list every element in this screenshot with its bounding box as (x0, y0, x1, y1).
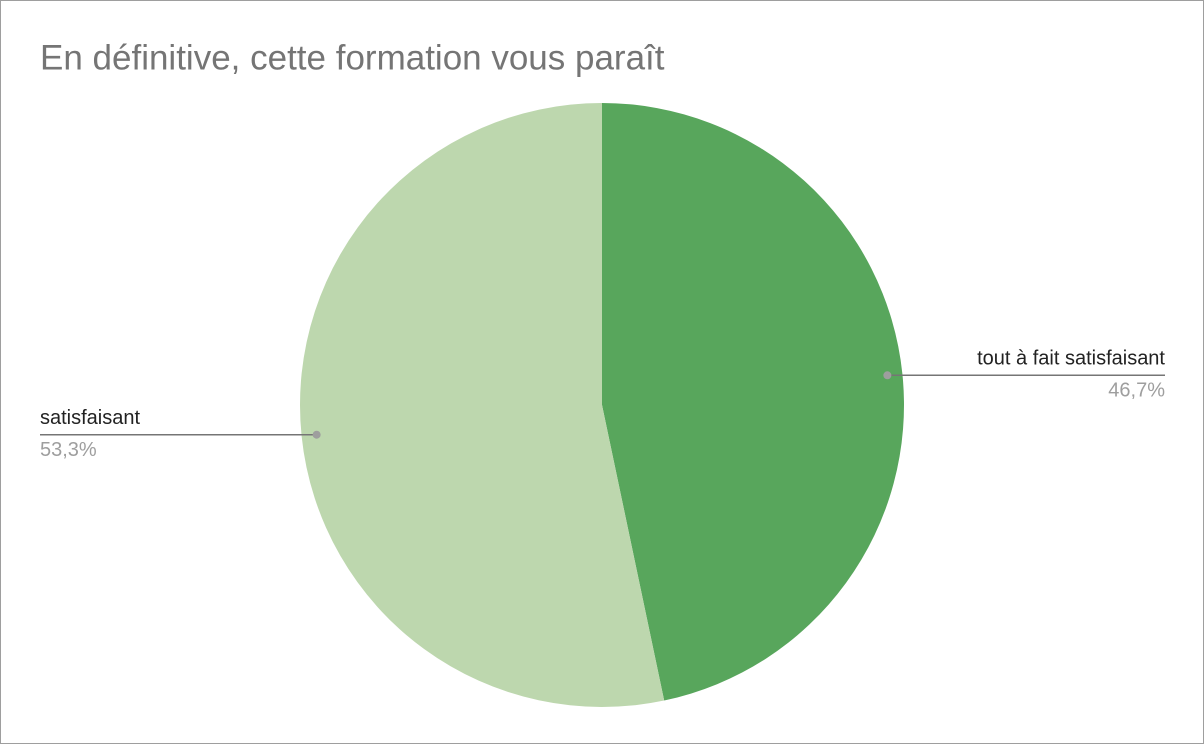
leader-dot (312, 430, 321, 439)
chart-title: En définitive, cette formation vous para… (40, 38, 665, 77)
pie-slice (299, 103, 665, 708)
slice-label: satisfaisant (40, 407, 140, 429)
slice-value-label: 53,3% (40, 439, 97, 461)
leader-dot (883, 371, 892, 380)
slice-value-label: 46,7% (1108, 380, 1165, 402)
pie-slice (602, 103, 904, 701)
slice-label: tout à fait satisfaisant (977, 348, 1165, 370)
